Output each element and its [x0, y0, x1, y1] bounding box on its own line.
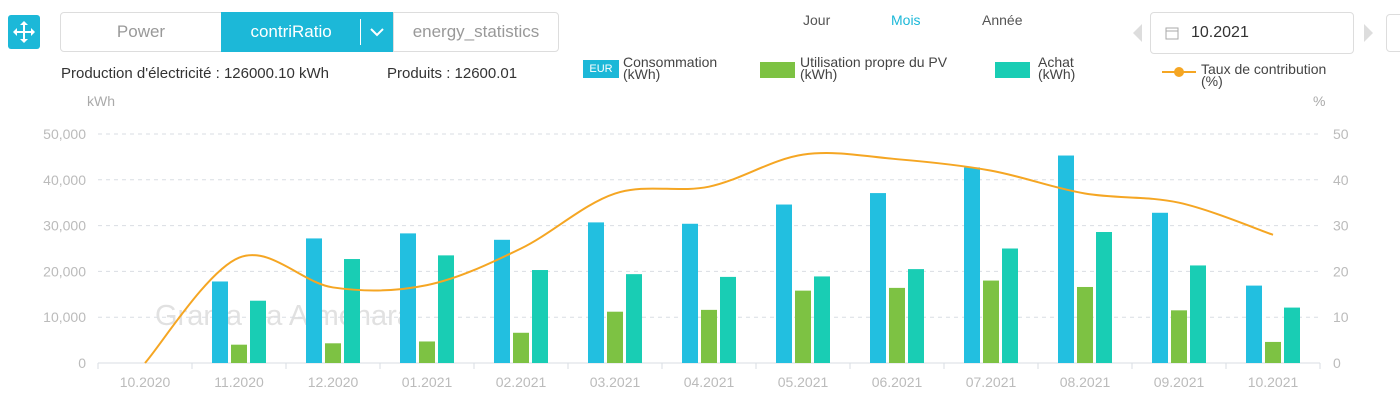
x-tick-label: 01.2021: [402, 374, 453, 390]
legend-swatch: [995, 62, 1030, 78]
bar: [1058, 155, 1074, 363]
bar: [1002, 248, 1018, 363]
y2-tick-label: 0: [1333, 355, 1341, 371]
bar: [682, 223, 698, 363]
legend-label: Taux de contribution (%): [1201, 61, 1327, 89]
bar: [814, 276, 830, 363]
prev-arrow[interactable]: [1130, 22, 1144, 44]
period-tab-selected[interactable]: Mois: [891, 12, 921, 28]
x-tick-label: 10.2021: [1248, 374, 1299, 390]
bar: [720, 276, 736, 363]
next-arrow[interactable]: [1362, 22, 1376, 44]
move-icon: [13, 21, 35, 43]
x-tick-label: 11.2020: [214, 374, 264, 390]
tab-label: contriRatio: [250, 22, 332, 41]
y2-tick-label: 40: [1333, 172, 1349, 188]
y-tick-label: 10,000: [43, 309, 86, 325]
bar: [1096, 232, 1112, 363]
y-tick-label: 30,000: [43, 218, 86, 234]
date-picker[interactable]: 10.2021: [1150, 12, 1354, 54]
line-series: [144, 152, 1274, 364]
tab[interactable]: energy_statistics: [393, 12, 559, 52]
bar: [1171, 310, 1187, 363]
y2-tick-label: 50: [1333, 126, 1349, 142]
x-tick-label: 05.2021: [778, 374, 829, 390]
y2-tick-label: 10: [1333, 309, 1349, 325]
x-tick-label: 07.2021: [966, 374, 1017, 390]
bar: [494, 239, 510, 363]
legend-line-marker: [1162, 67, 1196, 77]
x-tick-label: 04.2021: [684, 374, 735, 390]
bar: [513, 332, 529, 363]
bar: [588, 222, 604, 363]
legend-dot: [1174, 67, 1184, 77]
y-tick-label: 50,000: [43, 126, 86, 142]
period-tab[interactable]: Année: [982, 12, 1023, 28]
products-summary: Produits : 12600.01: [387, 65, 518, 82]
y2-tick-label: 30: [1333, 218, 1349, 234]
period-tab[interactable]: Jour: [803, 12, 831, 28]
watermark: Granja La Almenara: [155, 300, 414, 332]
bar: [212, 281, 228, 363]
bar: [701, 309, 717, 363]
tab-selected[interactable]: contriRatio: [221, 12, 394, 52]
bar: [607, 311, 623, 363]
bar: [776, 204, 792, 363]
bar: [250, 300, 266, 363]
y2-axis-unit: %: [1313, 93, 1325, 109]
x-tick-label: 10.2020: [120, 374, 171, 390]
y-tick-label: 0: [78, 355, 86, 371]
bar: [795, 290, 811, 363]
move-button[interactable]: [8, 15, 40, 49]
bar: [1077, 286, 1093, 363]
x-tick-label: 12.2020: [308, 374, 359, 390]
legend-label: Utilisation propre du PV (kWh): [800, 54, 948, 82]
calendar-icon: [1165, 27, 1179, 40]
x-tick-label: 09.2021: [1154, 374, 1205, 390]
divider: [360, 19, 362, 45]
bar: [400, 233, 416, 363]
bar: [325, 343, 341, 363]
y2-tick-label: 20: [1333, 263, 1349, 279]
bar: [870, 193, 886, 363]
dropdown-caret[interactable]: [361, 22, 393, 42]
currency-badge[interactable]: EUR: [583, 60, 619, 78]
bar: [626, 274, 642, 363]
bar: [1190, 265, 1206, 363]
bar: [1246, 285, 1262, 363]
bar: [1284, 307, 1300, 363]
export-button[interactable]: [1386, 14, 1400, 52]
bar: [964, 167, 980, 363]
y-tick-label: 40,000: [43, 172, 86, 188]
x-tick-label: 08.2021: [1060, 374, 1111, 390]
legend-label: Achat (kWh): [1038, 54, 1076, 82]
bar: [1152, 212, 1168, 363]
x-tick-label: 02.2021: [496, 374, 547, 390]
bar: [889, 287, 905, 363]
production-summary: Production d'électricité : 126000.10 kWh: [61, 65, 330, 82]
x-tick-label: 06.2021: [872, 374, 923, 390]
bar: [532, 270, 548, 363]
y-axis-unit: kWh: [87, 93, 115, 109]
y-tick-label: 20,000: [43, 263, 86, 279]
bar: [908, 269, 924, 363]
legend-swatch: [760, 62, 795, 78]
bar: [231, 344, 247, 363]
bar: [1265, 341, 1281, 363]
bar: [419, 341, 435, 363]
bar: [438, 255, 454, 363]
bar: [344, 259, 360, 363]
bar: [306, 238, 322, 363]
date-value: 10.2021: [1191, 24, 1249, 41]
bar: [983, 280, 999, 363]
x-tick-label: 03.2021: [590, 374, 641, 390]
legend-label: Consommation (kWh): [623, 54, 718, 82]
